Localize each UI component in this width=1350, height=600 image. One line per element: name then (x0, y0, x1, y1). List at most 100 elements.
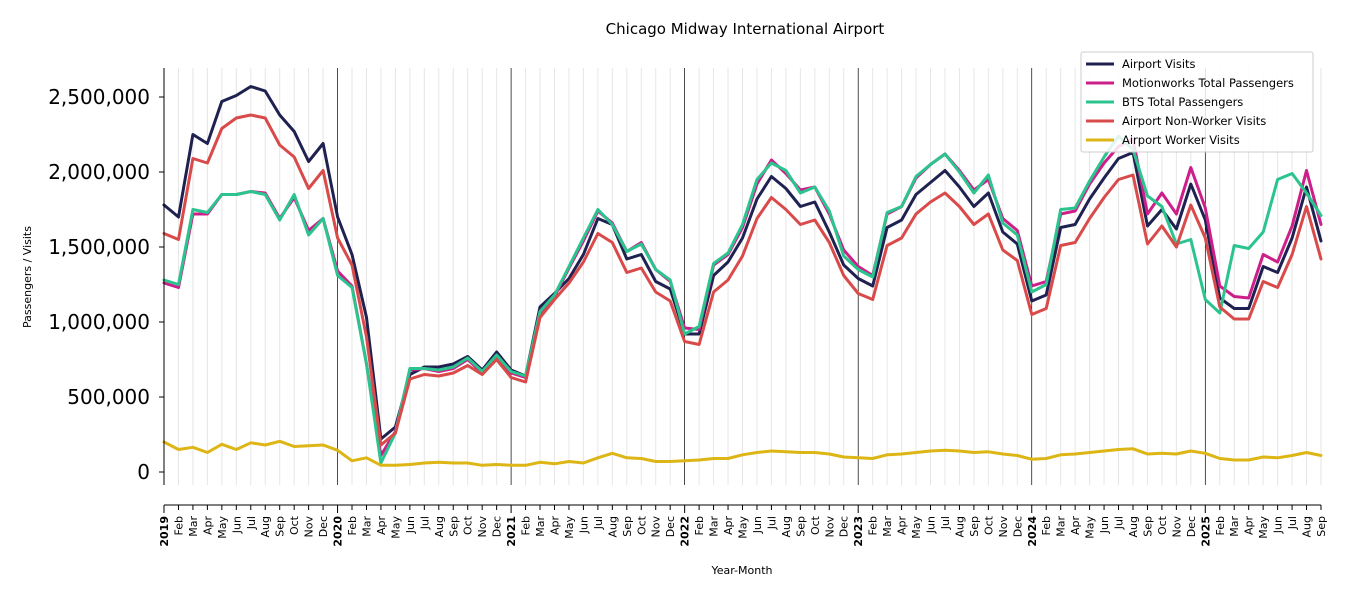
x-tick-label-month: Feb (1214, 516, 1227, 535)
x-tick-label-month: Oct (809, 515, 822, 535)
x-tick-label-month: Oct (462, 515, 475, 535)
x-tick-label-month: Sep (1315, 516, 1328, 537)
x-tick-label-year: 2019 (158, 516, 171, 547)
x-tick-label-month: Aug (259, 516, 272, 537)
x-tick-label-month: Apr (896, 516, 909, 536)
x-tick-label-month: Feb (173, 516, 186, 535)
x-tick-label-month: Mar (187, 516, 200, 537)
x-tick-label-month: Apr (549, 516, 562, 536)
x-tick-label-month: Dec (838, 516, 851, 537)
x-tick-label-month: Jul (765, 516, 778, 530)
x-tick-label-month: Jul (418, 516, 431, 530)
legend-label: Airport Worker Visits (1122, 133, 1240, 147)
x-tick-label-month: Mar (1228, 516, 1241, 537)
y-axis-label: Passengers / Visits (21, 226, 34, 328)
y-tick-label: 2,500,000 (48, 85, 150, 109)
x-tick-label-month: Sep (968, 516, 981, 537)
x-tick-label-month: Jul (1113, 516, 1126, 530)
x-tick-label-month: Sep (794, 516, 807, 537)
x-tick-label-month: Oct (288, 515, 301, 535)
x-tick-label-month: Dec (1011, 516, 1024, 537)
x-tick-label-month: Feb (867, 516, 880, 535)
legend-label: Airport Visits (1122, 57, 1196, 71)
x-tick-label-month: Dec (491, 516, 504, 537)
x-tick-label-month: Aug (1301, 516, 1314, 537)
x-tick-label-month: Nov (303, 516, 316, 538)
y-tick-label: 1,500,000 (48, 235, 150, 259)
x-tick-label-month: Apr (201, 516, 214, 536)
x-tick-label-month: Dec (664, 516, 677, 537)
x-tick-label-month: Jul (245, 516, 258, 530)
x-tick-label-month: Jun (751, 516, 764, 534)
x-tick-label-month: Nov (997, 516, 1010, 538)
x-tick-label-month: Aug (780, 516, 793, 537)
y-tick-label: 1,000,000 (48, 310, 150, 334)
legend: Airport Visits Motionworks Total Passenge… (1080, 51, 1314, 153)
x-tick-label-month: Aug (606, 516, 619, 537)
y-tick-label: 500,000 (67, 385, 150, 409)
x-tick-label-month: Jun (1098, 516, 1111, 534)
x-tick-label-month: Oct (635, 515, 648, 535)
y-ticks: 0 500,000 1,000,000 1,500,000 2,000,000 2,500… (48, 85, 164, 484)
x-tick-label-month: Mar (361, 516, 374, 537)
x-tick-label-month: Apr (375, 516, 388, 536)
x-axis-label: Year-Month (710, 564, 772, 577)
legend-label: Airport Non-Worker Visits (1122, 114, 1266, 128)
x-tick-label-month: Jul (939, 516, 952, 530)
x-tick-label-month: Jul (592, 516, 605, 530)
x-tick-label-year: 2022 (679, 516, 692, 547)
x-tick-label-month: May (1084, 516, 1097, 539)
x-tick-label-month: Aug (433, 516, 446, 537)
x-tick-label-month: Apr (1243, 516, 1256, 536)
x-tick-label-month: Feb (693, 516, 706, 535)
legend-label: Motionworks Total Passengers (1122, 76, 1294, 90)
x-tick-label-month: Jun (230, 516, 243, 534)
y-tick-label: 0 (137, 460, 150, 484)
x-tick-label-year: 2021 (505, 516, 518, 547)
x-tick-label-month: Apr (722, 516, 735, 536)
x-tick-label-month: May (910, 516, 923, 539)
legend-box (1080, 51, 1314, 153)
x-tick-label-year: 2025 (1199, 516, 1212, 547)
x-tick-label-year: 2020 (332, 516, 345, 547)
series-line-airport-non-worker-visits (162, 113, 1323, 447)
x-tick-label-month: Mar (1055, 516, 1068, 537)
x-tick-label-month: Feb (346, 516, 359, 535)
x-tick-label-month: Oct (1156, 515, 1169, 535)
x-tick-label-month: Jun (1272, 516, 1285, 534)
x-tick-label-month: Sep (1142, 516, 1155, 537)
x-ticks: 2019 Feb Mar Apr May Jun Jul Aug Sep Oct Nov Dec 202… (158, 505, 1328, 547)
x-tick-label-month: May (216, 516, 229, 539)
x-tick-label-month: Sep (621, 516, 634, 537)
x-tick-label-month: Apr (1069, 516, 1082, 536)
x-tick-label-month: May (563, 516, 576, 539)
x-tick-label-month: May (389, 516, 402, 539)
x-tick-label-month: Nov (476, 516, 489, 538)
x-tick-label-month: Nov (650, 516, 663, 538)
x-tick-label-month: Dec (1185, 516, 1198, 537)
x-tick-label-month: Jun (925, 516, 938, 534)
x-tick-label-month: Aug (1127, 516, 1140, 537)
x-tick-label-month: May (737, 516, 750, 539)
chart-title: Chicago Midway International Airport (606, 20, 885, 38)
x-tick-label-month: Aug (953, 516, 966, 537)
x-tick-label-month: Jun (404, 516, 417, 534)
legend-label: BTS Total Passengers (1122, 95, 1243, 109)
x-tick-label-month: May (1257, 516, 1270, 539)
x-tick-label-month: Feb (520, 516, 533, 535)
x-tick-label-month: Nov (1170, 516, 1183, 538)
x-tick-label-month: Oct (982, 515, 995, 535)
x-tick-label-month: Sep (274, 516, 287, 537)
x-tick-label-month: Mar (534, 516, 547, 537)
x-tick-label-month: Mar (708, 516, 721, 537)
x-tick-label-month: Jul (1286, 516, 1299, 530)
x-tick-label-month: Sep (447, 516, 460, 537)
x-tick-label-year: 2023 (852, 516, 865, 547)
series-line-airport-visits (162, 85, 1323, 441)
x-tick-label-month: Feb (1040, 516, 1053, 535)
y-tick-label: 2,000,000 (48, 160, 150, 184)
x-tick-label-month: Jun (577, 516, 590, 534)
x-tick-label-month: Mar (881, 516, 894, 537)
x-tick-label-year: 2024 (1026, 516, 1039, 547)
